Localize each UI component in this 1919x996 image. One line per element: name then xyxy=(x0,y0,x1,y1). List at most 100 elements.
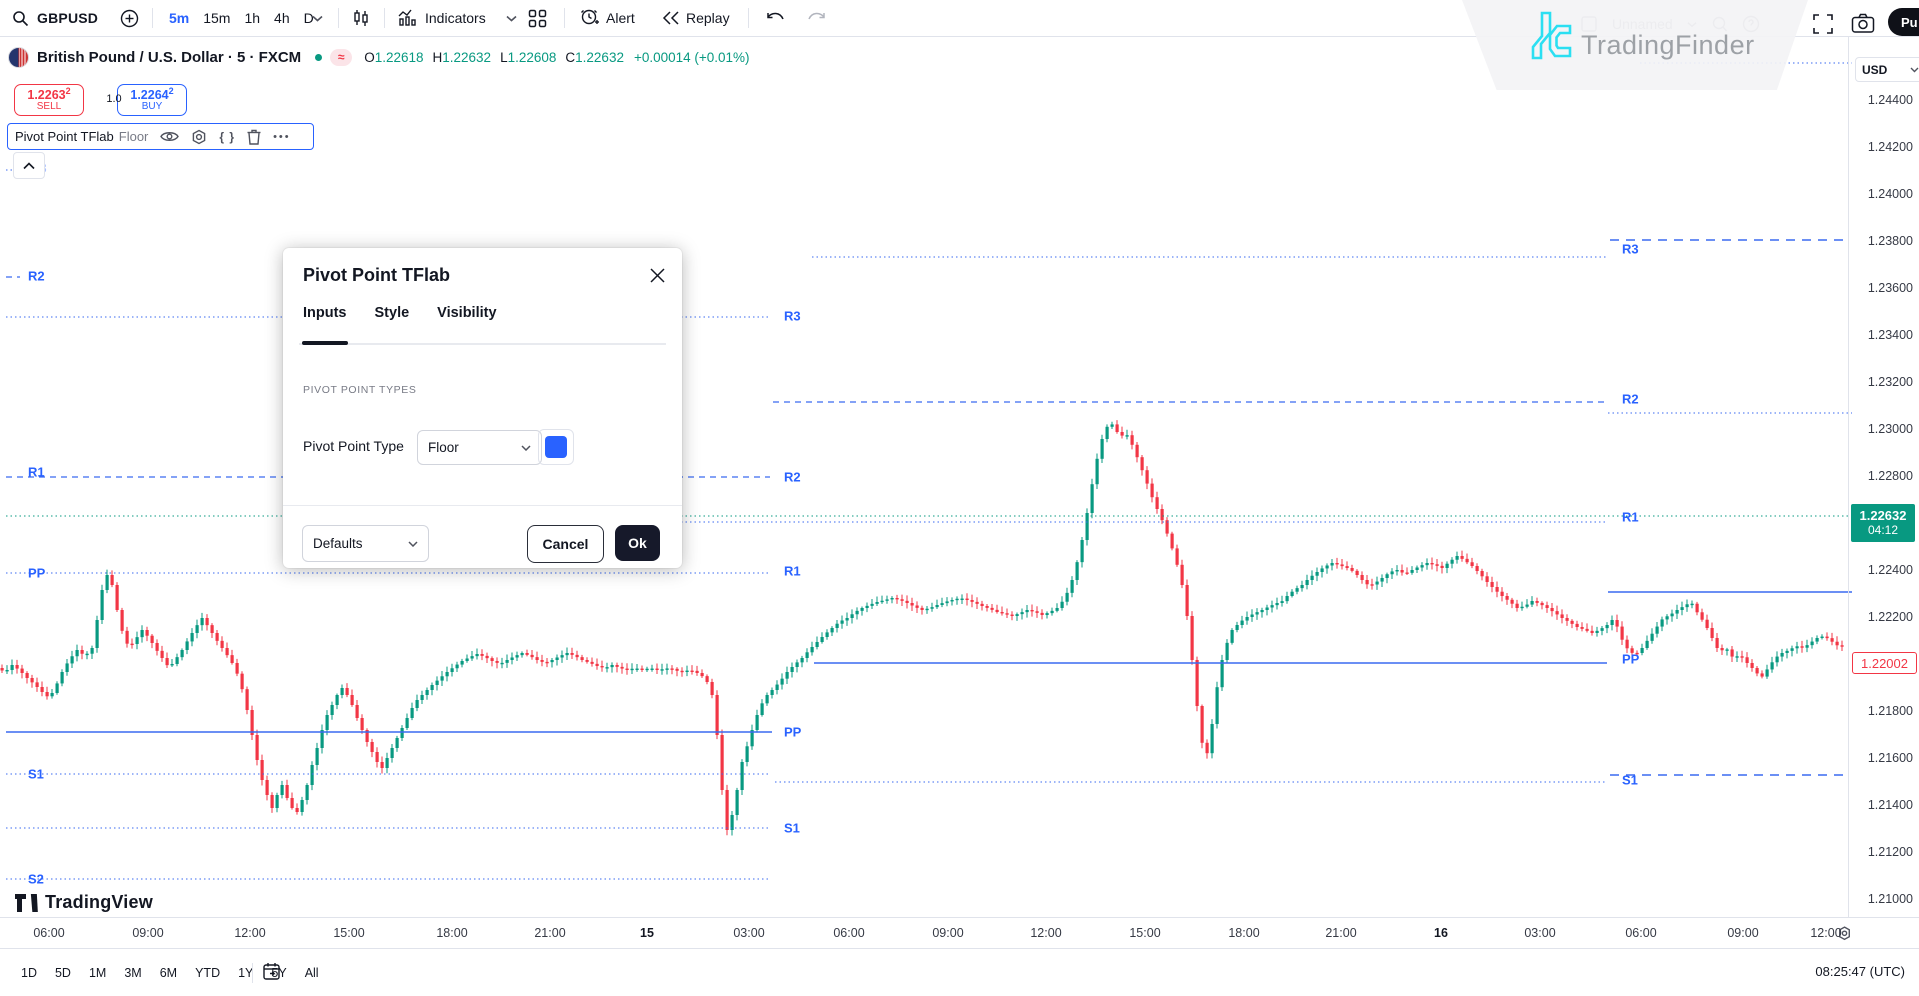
time-axis-label: 21:00 xyxy=(534,926,566,940)
range-1d[interactable]: 1D xyxy=(21,966,37,980)
calendar-arrow-icon xyxy=(263,963,280,980)
chart-style-button[interactable] xyxy=(352,0,370,36)
price-axis-label: 1.22400 xyxy=(1867,563,1913,577)
watermark-banner xyxy=(1462,0,1808,90)
chevron-down-icon xyxy=(521,444,531,451)
range-all[interactable]: All xyxy=(304,966,319,980)
pivot-label-r1: R1 xyxy=(1622,509,1639,525)
pivot-label-s1: S1 xyxy=(1622,772,1638,788)
symbol-name: GBPUSD xyxy=(37,10,99,26)
currency-dropdown[interactable]: USD xyxy=(1855,57,1919,82)
indicator-param: Floor xyxy=(118,129,149,144)
undo-button[interactable] xyxy=(766,0,786,36)
time-axis-label: 16 xyxy=(1434,926,1448,940)
time-axis-label: 15:00 xyxy=(333,926,365,940)
ohlc-values: O1.22618 H1.22632 L1.22608 C1.22632 xyxy=(364,50,624,65)
dialog-close-button[interactable] xyxy=(646,264,668,286)
alert-button[interactable]: Alert xyxy=(580,0,635,36)
order-panel: 1.22632 SELL 1.0 1.22642 BUY xyxy=(14,84,187,116)
range-6m[interactable]: 6M xyxy=(159,966,178,980)
indicator-legend[interactable]: Pivot Point TFlab Floor { } ••• xyxy=(7,123,314,150)
symbol-description[interactable]: British Pound / U.S. Dollar · 5 · FXCM xyxy=(37,48,302,66)
pivot-type-value: Floor xyxy=(428,440,459,455)
replay-icon xyxy=(662,11,680,25)
tradingfinder-watermark: TradingFinder xyxy=(1530,10,1755,66)
price-axis-label: 1.21000 xyxy=(1867,892,1913,906)
redo-button[interactable] xyxy=(806,0,826,36)
indicators-templates-caret[interactable] xyxy=(506,0,517,36)
top-right-icons xyxy=(1813,13,1875,34)
pivot-lines-layer xyxy=(6,62,1852,880)
more-options-icon[interactable]: ••• xyxy=(273,130,291,143)
alert-label: Alert xyxy=(606,10,635,26)
tradingview-logo-text: TradingView xyxy=(45,892,153,912)
price-axis-label: 1.23400 xyxy=(1867,328,1913,342)
buy-button[interactable]: 1.22642 BUY xyxy=(117,84,187,116)
range-ytd[interactable]: YTD xyxy=(195,966,221,980)
pivot-label-pp: PP xyxy=(1622,651,1640,667)
delete-trash-icon[interactable] xyxy=(247,129,261,145)
range-3m[interactable]: 3M xyxy=(124,966,142,980)
layout-grid-button[interactable] xyxy=(528,0,547,36)
price-axis[interactable]: 1.24400 1.24200 1.24000 1.23800 1.23600 1.234… xyxy=(1848,36,1919,917)
indicators-icon xyxy=(398,9,418,27)
candles-layer xyxy=(0,420,1844,836)
range-1y[interactable]: 1Y xyxy=(238,966,254,980)
time-axis-settings-gear-icon[interactable] xyxy=(1836,925,1853,942)
replay-button[interactable]: Replay xyxy=(662,0,730,36)
indicators-button[interactable]: Indicators xyxy=(398,0,486,36)
ohlc-C: C1.22632 xyxy=(565,49,624,65)
dialog-tabs: Inputs Style Visibility xyxy=(303,305,497,331)
utc-clock[interactable]: 08:25:47 (UTC) xyxy=(1815,964,1905,979)
legend-collapse-button[interactable] xyxy=(13,152,45,179)
timeframe-15m[interactable]: 15m xyxy=(203,10,231,26)
timeframe-menu-caret[interactable] xyxy=(312,0,323,36)
eye-icon[interactable] xyxy=(160,130,180,143)
tab-inputs[interactable]: Inputs xyxy=(303,305,347,321)
pivot-label-pp: PP xyxy=(28,565,46,581)
delayed-data-badge[interactable]: ≈ xyxy=(330,48,353,66)
fullscreen-icon[interactable] xyxy=(1813,13,1833,34)
price-axis-label: 1.23800 xyxy=(1867,234,1913,248)
defaults-dropdown[interactable]: Defaults xyxy=(302,525,429,562)
time-axis-label: 21:00 xyxy=(1325,926,1357,940)
plus-circle-icon xyxy=(120,9,139,28)
price-axis-label: 1.24400 xyxy=(1867,93,1913,107)
range-1m[interactable]: 1M xyxy=(88,966,107,980)
timeframe-5m[interactable]: 5m xyxy=(169,10,190,26)
tradingview-mark-icon xyxy=(15,893,38,912)
tab-underline xyxy=(299,343,666,345)
publish-button[interactable]: Pu xyxy=(1888,8,1919,36)
chevron-down-icon xyxy=(1910,67,1919,72)
bar-countdown: 04:12 xyxy=(1867,522,1899,537)
toolbar-separator xyxy=(338,8,339,28)
time-axis[interactable]: 06:00 09:00 12:00 15:00 18:00 21:00 15 03:00 06:… xyxy=(0,917,1919,949)
tradingview-logo[interactable]: TradingView xyxy=(14,892,153,913)
ohlc-H: H1.22632 xyxy=(432,49,492,65)
sell-button[interactable]: 1.22632 SELL xyxy=(14,84,84,116)
camera-snapshot-icon[interactable] xyxy=(1851,13,1875,34)
pivot-label-s2: S2 xyxy=(28,871,44,887)
source-code-icon[interactable]: { } xyxy=(219,129,236,144)
chevron-up-icon xyxy=(23,161,35,169)
time-axis-label: 15 xyxy=(640,926,654,940)
timeframe-4h[interactable]: 4h xyxy=(274,10,290,26)
bottom-separator xyxy=(252,963,253,983)
time-axis-label: 06:00 xyxy=(33,926,65,940)
ok-button[interactable]: Ok xyxy=(615,525,660,561)
chevron-down-icon xyxy=(312,15,323,22)
go-to-date-button[interactable] xyxy=(262,961,283,982)
timeframe-1h[interactable]: 1h xyxy=(244,10,261,26)
color-swatch-button[interactable] xyxy=(538,429,574,465)
tab-visibility[interactable]: Visibility xyxy=(437,305,497,321)
symbol-search-button[interactable]: GBPUSD xyxy=(12,0,98,36)
pivot-type-dropdown[interactable]: Floor xyxy=(417,430,542,465)
tab-style[interactable]: Style xyxy=(374,305,410,321)
compare-add-button[interactable] xyxy=(120,0,139,36)
range-5d[interactable]: 5D xyxy=(54,966,71,980)
currency-label: USD xyxy=(1862,62,1888,77)
timeframe-D[interactable]: D xyxy=(303,10,314,26)
time-axis-label: 06:00 xyxy=(1625,926,1657,940)
settings-gear-icon[interactable] xyxy=(191,129,207,145)
cancel-button[interactable]: Cancel xyxy=(527,525,604,563)
